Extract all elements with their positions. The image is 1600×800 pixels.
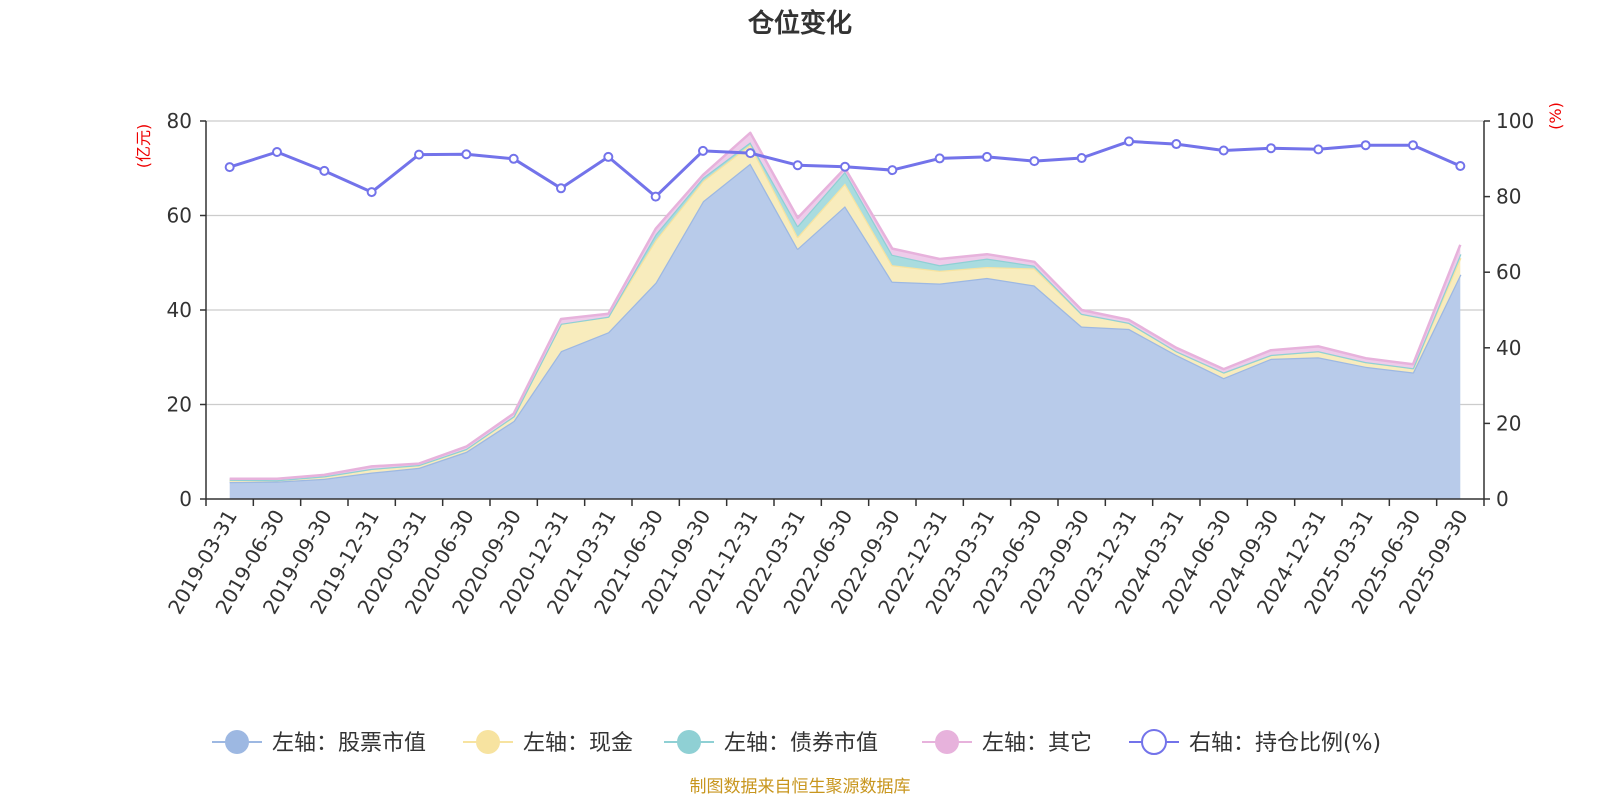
ratio-point xyxy=(366,187,377,198)
ratio-point xyxy=(1076,153,1087,164)
area-左轴：股票市值 xyxy=(229,163,1461,499)
ratio-point xyxy=(698,145,708,156)
left-axis-tick-label: 40 xyxy=(167,298,192,322)
right-axis-tick-label: 40 xyxy=(1496,336,1521,360)
ratio-point xyxy=(1218,145,1229,156)
legend-marker xyxy=(476,730,500,754)
ratio-point xyxy=(319,165,330,176)
chart-title: 仓位变化 xyxy=(747,8,852,39)
ratio-point xyxy=(414,149,424,160)
ratio-point xyxy=(1029,156,1040,167)
legend-marker xyxy=(225,730,249,754)
right-axis-tick-label: 80 xyxy=(1496,185,1521,209)
ratio-point xyxy=(461,149,472,160)
ratio-point xyxy=(224,162,235,173)
ratio-point xyxy=(982,151,992,162)
right-axis-tick-label: 100 xyxy=(1496,109,1534,133)
legend-label: 左轴：债券市值 xyxy=(724,731,878,756)
ratio-point xyxy=(1171,139,1182,150)
left-axis-unit: (亿元) xyxy=(134,124,153,169)
ratio-point xyxy=(603,151,614,162)
left-axis-tick-label: 60 xyxy=(167,204,192,228)
ratio-point xyxy=(745,148,756,159)
legend-label: 右轴：持仓比例(%) xyxy=(1189,731,1381,756)
ratio-point xyxy=(1360,140,1371,151)
ratio-point xyxy=(1455,160,1466,171)
left-axis-tick-label: 20 xyxy=(167,393,192,417)
legend-marker xyxy=(1141,729,1167,755)
legend-label: 左轴：股票市值 xyxy=(272,731,426,756)
left-axis-tick-label: 0 xyxy=(179,487,192,511)
right-axis-tick-label: 60 xyxy=(1496,260,1521,284)
ratio-point xyxy=(1124,136,1134,147)
ratio-point xyxy=(272,146,282,157)
ratio-point xyxy=(508,153,519,164)
legend-label: 左轴：现金 xyxy=(523,731,633,756)
ratio-point xyxy=(1313,144,1324,155)
ratio-point xyxy=(556,183,566,194)
data-source-note: 制图数据来自恒生聚源数据库 xyxy=(690,777,911,797)
ratio-point xyxy=(1408,140,1418,151)
right-axis-tick-label: 0 xyxy=(1496,487,1509,511)
ratio-point xyxy=(1266,143,1276,154)
ratio-point xyxy=(887,165,898,176)
left-axis-tick-label: 80 xyxy=(167,109,192,133)
ratio-point xyxy=(934,153,945,164)
ratio-point xyxy=(650,191,661,202)
right-axis-tick-label: 20 xyxy=(1496,411,1521,435)
ratio-point xyxy=(792,160,803,171)
stacked-areas xyxy=(229,131,1462,499)
legend-marker xyxy=(935,730,959,754)
position-ratio-line xyxy=(224,136,1466,202)
legend-label: 左轴：其它 xyxy=(982,731,1092,756)
legend: 左轴：股票市值 左轴：现金 左轴：债券市值 左轴：其它 右轴：持仓比例(%) xyxy=(212,729,1381,756)
legend-marker xyxy=(677,730,701,754)
right-axis-unit: (%) xyxy=(1546,102,1565,130)
ratio-point xyxy=(840,161,850,172)
